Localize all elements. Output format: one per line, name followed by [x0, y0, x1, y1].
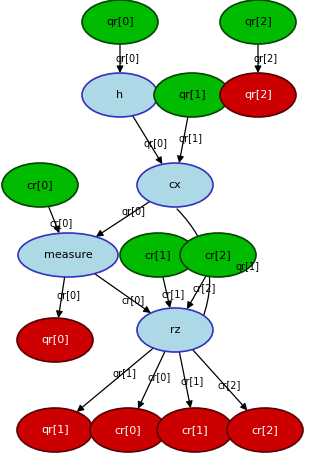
- Text: qr[0]: qr[0]: [121, 207, 145, 218]
- Text: cr[0]: cr[0]: [115, 425, 141, 435]
- Text: qr[0]: qr[0]: [106, 17, 134, 27]
- Text: qr[2]: qr[2]: [253, 54, 277, 63]
- Text: qr[1]: qr[1]: [179, 134, 202, 144]
- Ellipse shape: [18, 233, 118, 277]
- Text: cr[1]: cr[1]: [162, 289, 185, 299]
- Text: h: h: [116, 90, 124, 100]
- Text: qr[1]: qr[1]: [235, 262, 259, 273]
- Ellipse shape: [154, 73, 230, 117]
- Text: cr[1]: cr[1]: [145, 250, 171, 260]
- Text: cr[2]: cr[2]: [205, 250, 232, 260]
- Ellipse shape: [82, 73, 158, 117]
- Ellipse shape: [137, 163, 213, 207]
- Text: qr[0]: qr[0]: [144, 139, 168, 149]
- Text: cr[0]: cr[0]: [50, 218, 73, 228]
- FancyArrowPatch shape: [177, 209, 210, 326]
- Text: cr[0]: cr[0]: [27, 180, 53, 190]
- Ellipse shape: [90, 408, 166, 452]
- Text: qr[0]: qr[0]: [56, 291, 80, 302]
- Text: cr[2]: cr[2]: [217, 380, 241, 391]
- Text: qr[0]: qr[0]: [115, 54, 139, 63]
- Ellipse shape: [157, 408, 233, 452]
- Text: qr[1]: qr[1]: [41, 425, 69, 435]
- Ellipse shape: [137, 308, 213, 352]
- Ellipse shape: [220, 0, 296, 44]
- Text: qr[1]: qr[1]: [113, 369, 137, 379]
- Text: cr[1]: cr[1]: [182, 425, 208, 435]
- Ellipse shape: [220, 73, 296, 117]
- Text: cr[0]: cr[0]: [121, 295, 144, 305]
- Text: cr[0]: cr[0]: [147, 371, 171, 382]
- Ellipse shape: [17, 408, 93, 452]
- Ellipse shape: [17, 318, 93, 362]
- Text: qr[0]: qr[0]: [41, 335, 69, 345]
- Ellipse shape: [180, 233, 256, 277]
- Text: cr[2]: cr[2]: [193, 283, 216, 294]
- Text: rz: rz: [170, 325, 180, 335]
- Text: cr[2]: cr[2]: [251, 425, 278, 435]
- Ellipse shape: [120, 233, 196, 277]
- Text: measure: measure: [44, 250, 92, 260]
- Text: cx: cx: [168, 180, 181, 190]
- Text: qr[1]: qr[1]: [178, 90, 206, 100]
- Text: qr[2]: qr[2]: [244, 90, 272, 100]
- Text: qr[2]: qr[2]: [244, 17, 272, 27]
- Ellipse shape: [227, 408, 303, 452]
- Ellipse shape: [2, 163, 78, 207]
- Ellipse shape: [82, 0, 158, 44]
- Text: cr[1]: cr[1]: [180, 377, 203, 387]
